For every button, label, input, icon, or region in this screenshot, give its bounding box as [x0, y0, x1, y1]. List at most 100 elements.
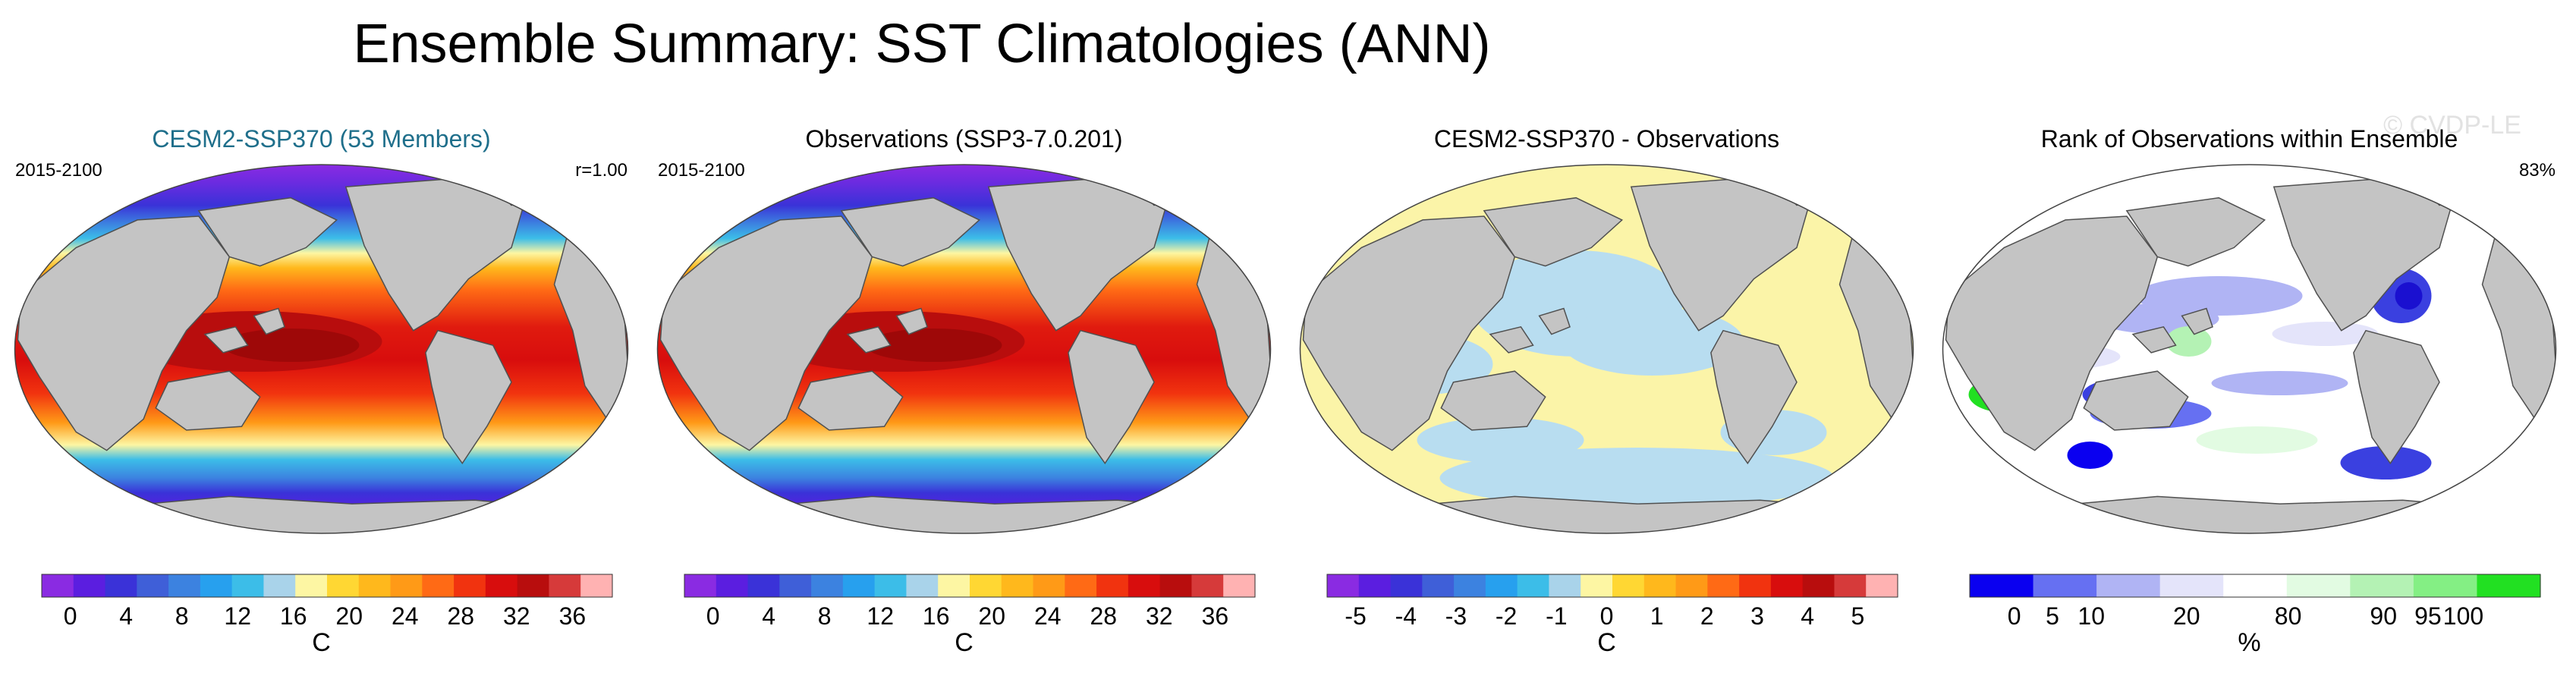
landmass [1710, 329, 1798, 465]
rank-anomaly [2272, 322, 2379, 346]
colorbar-swatch [1834, 574, 1867, 597]
landmass [1391, 495, 1854, 533]
colorbar-unit: % [2238, 628, 2260, 657]
colorbar-swatch [1802, 574, 1835, 597]
colorbar-swatch [1159, 574, 1193, 597]
colorbar-swatch [390, 574, 423, 597]
rank-anomaly [2166, 326, 2212, 357]
colorbar-tick-label: 2 [1700, 602, 1714, 630]
period-label: 2015-2100 [15, 160, 102, 181]
landmass [748, 495, 1212, 533]
landmass [895, 307, 928, 335]
colorbar-swatch [485, 574, 518, 597]
landmass [1538, 307, 1571, 335]
rank-anomaly [2340, 446, 2432, 479]
colorbar-tick-label: 100 [2443, 602, 2483, 630]
colorbar-swatch [1707, 574, 1740, 597]
colorbar-tick-label: 20 [978, 602, 1005, 630]
rank-anomaly [2211, 371, 2348, 395]
colorbar: 0 4 8 12 16 20 24 28 32 36 C [41, 574, 613, 657]
panel-4: Rank of Observations within Ensemble 83% 0… [1942, 125, 2557, 657]
colorbar-swatch [1612, 574, 1645, 597]
colorbar-swatch [2096, 574, 2161, 597]
colorbar-swatch [1675, 574, 1708, 597]
warm-pool-core [222, 329, 360, 362]
colorbar-tick-label: -3 [1445, 602, 1467, 630]
colorbar-swatch [2286, 574, 2351, 597]
landmass [840, 197, 981, 267]
colorbar-swatch [263, 574, 296, 597]
panel-title: CESM2-SSP370 (53 Members) [152, 125, 490, 152]
colorbar-frame [41, 574, 613, 598]
map-field [1300, 165, 1914, 533]
colorbar-swatch [1739, 574, 1772, 597]
colorbar-swatch [684, 574, 717, 597]
landmass [2083, 370, 2189, 431]
rank-anomaly [2196, 426, 2318, 454]
colorbar-swatch [1643, 574, 1677, 597]
colorbar-swatch [2350, 574, 2414, 597]
landmass [1068, 329, 1155, 465]
colorbar-swatch [1223, 574, 1256, 597]
panel-1: CESM2-SSP370 (53 Members) 2015-2100 r=1.00… [14, 125, 629, 657]
colorbar-tick-label: 0 [1600, 602, 1614, 630]
colorbar-tick-label: 8 [818, 602, 832, 630]
colorbar-tick-label: -5 [1345, 602, 1366, 630]
colorbar-tick-label: 80 [2275, 602, 2302, 630]
landmass [155, 370, 261, 431]
colorbar-swatch [1390, 574, 1423, 597]
landmass [203, 325, 249, 354]
map-outline [1299, 164, 1914, 534]
panel-2: Observations (SSP3-7.0.201) 2015-2100 0 4 8 1… [656, 125, 1272, 657]
colorbar-swatch [295, 574, 328, 597]
colorbar-swatch [716, 574, 749, 597]
colorbar-tick-label: 16 [923, 602, 950, 630]
colorbar-swatch [42, 574, 74, 597]
colorbar-tick-label: 24 [1034, 602, 1062, 630]
colorbar-swatch [200, 574, 233, 597]
landmass [105, 495, 569, 533]
colorbar-tick-label: 28 [448, 602, 475, 630]
colorbar-swatch [105, 574, 137, 597]
colorbar-swatch [327, 574, 360, 597]
rank-anomaly [2395, 282, 2423, 310]
colorbar-swatch [811, 574, 844, 597]
colorbar-tick-label: 10 [2077, 602, 2105, 630]
colorbar-unit: C [312, 628, 331, 657]
colorbar-swatch [874, 574, 907, 597]
colorbar-tick-label: 5 [2046, 602, 2059, 630]
colorbar-frame [1969, 574, 2541, 598]
colorbar-swatch [1327, 574, 1360, 597]
colorbar-swatch [1581, 574, 1613, 597]
colorbar-swatch [2413, 574, 2478, 597]
landmass [1945, 215, 2159, 451]
colorbar-swatch [549, 574, 581, 597]
colorbar-swatch [779, 574, 812, 597]
colorbar-tick-label: 20 [335, 602, 363, 630]
colorbar-swatch [1970, 574, 2034, 597]
colorbar-swatch [1358, 574, 1392, 597]
landmass [2181, 307, 2213, 335]
colorbar-tick-label: 4 [762, 602, 775, 630]
colorbar-swatch [231, 574, 265, 597]
colorbar-swatch [1454, 574, 1486, 597]
colorbar-swatch [906, 574, 939, 597]
watermark: © CVDP-LE [2383, 111, 2521, 140]
colorbar-swatch [1191, 574, 1224, 597]
map-outline [1942, 164, 2557, 534]
map-outline [656, 164, 1272, 534]
colorbar: -5 -4 -3 -2 -1 0 1 2 3 4 5 C [1326, 574, 1898, 657]
colorbar-swatch [517, 574, 550, 597]
period-label: 2015-2100 [658, 160, 745, 181]
colorbar-swatch [168, 574, 201, 597]
panel-title: Observations (SSP3-7.0.201) [806, 125, 1123, 152]
colorbar-swatch [454, 574, 486, 597]
colorbar-swatch [73, 574, 106, 597]
landmass [17, 215, 231, 451]
landmass [197, 197, 338, 267]
colorbar-tick-label: -1 [1546, 602, 1567, 630]
colorbar-tick-label: -4 [1395, 602, 1417, 630]
colorbar-swatch [970, 574, 1002, 597]
cool-bias-region [1439, 448, 1835, 508]
colorbar-tick-label: 3 [1750, 602, 1764, 630]
